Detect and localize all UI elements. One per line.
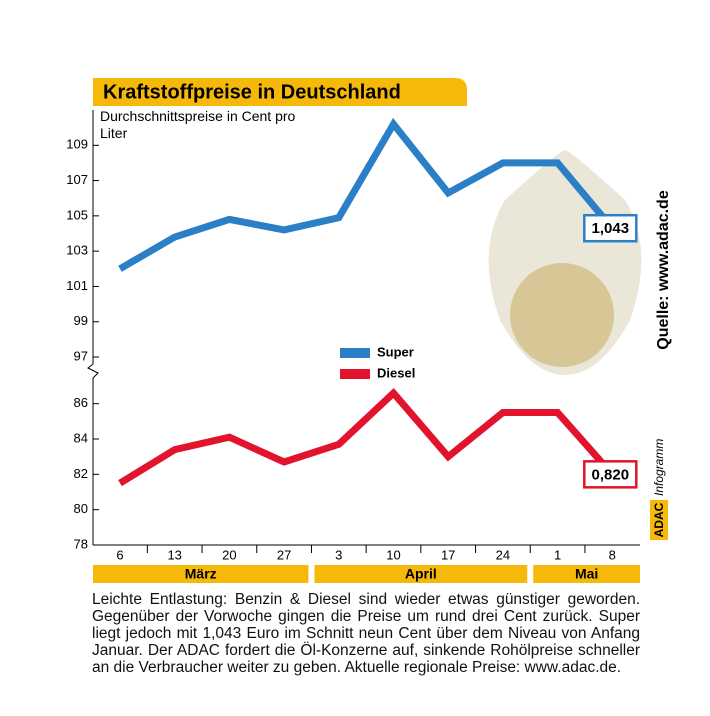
x-tick-label: 17 [441,547,455,562]
title-band [93,78,467,106]
chart-title: Kraftstoffpreise in Deutschland [103,81,401,103]
legend-swatch [340,369,370,379]
y2-tick-label: 86 [74,395,88,410]
credit-brand-box [650,500,668,540]
x-tick-label: 20 [222,547,236,562]
x-tick-label: 13 [167,547,181,562]
y2-tick-label: 84 [74,430,88,445]
month-label: März [185,566,217,582]
month-band [93,565,309,583]
x-tick-label: 27 [277,547,291,562]
credit-text: Infogramm [652,439,666,496]
y-tick-label: 97 [74,348,88,363]
coin-decoration [510,263,614,367]
series-line [118,388,615,487]
value-label-box [583,460,638,489]
value-label-box [583,213,638,243]
x-tick-label: 6 [116,547,123,562]
y-tick-label: 107 [66,172,88,187]
legend-label: Super [377,344,414,359]
x-tick-label: 1 [554,547,561,562]
legend-label: Diesel [377,365,415,380]
y-tick-label: 99 [74,313,88,328]
credit-brand: ADAC [652,502,666,537]
month-band [314,565,528,583]
x-tick-label: 10 [386,547,400,562]
y-tick-label: 109 [66,137,88,152]
legend-swatch [340,348,370,358]
x-tick-label: 3 [335,547,342,562]
y2-tick-label: 80 [74,501,88,516]
value-label: 0,820 [592,466,630,483]
x-tick-label: 24 [496,547,510,562]
source: Quelle: www.adac.de [655,190,672,350]
value-label: 1,043 [592,220,630,237]
month-band [533,565,640,583]
x-tick-label: 8 [609,547,616,562]
subtitle: Durchschnittspreise in Cent pro Liter [100,108,296,141]
y-tick-label: 103 [66,243,88,258]
caption: Leichte Entlastung: Benzin & Diesel sind… [92,591,640,676]
month-label: April [405,566,437,582]
y2-tick-label: 78 [74,536,88,551]
series-line [118,117,615,272]
month-label: Mai [575,566,598,582]
y2-tick-label: 82 [74,466,88,481]
y-tick-label: 105 [66,207,88,222]
y-tick-label: 101 [66,278,88,293]
axis-break [87,363,99,379]
